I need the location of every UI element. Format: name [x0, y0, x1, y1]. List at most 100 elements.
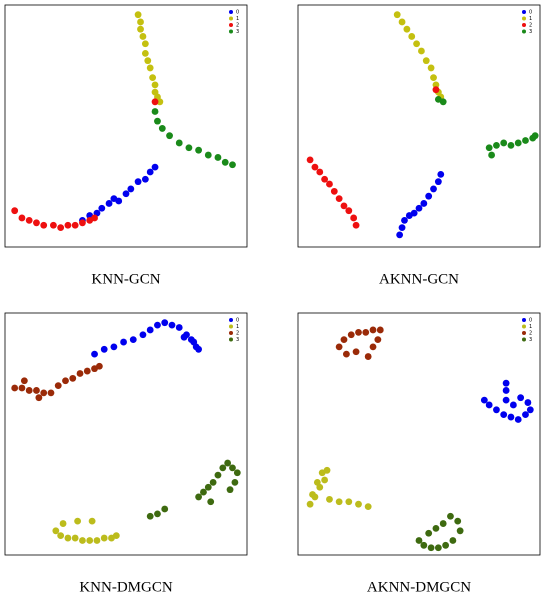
- legend-label: 0: [529, 10, 532, 16]
- point: [335, 343, 343, 351]
- point: [54, 382, 62, 389]
- point: [146, 512, 154, 520]
- plot-frame: [4, 312, 248, 556]
- point: [47, 389, 55, 397]
- point: [95, 362, 103, 370]
- point: [369, 343, 377, 351]
- point: [151, 98, 159, 106]
- point: [485, 401, 493, 409]
- point: [524, 399, 532, 406]
- legend-label: 1: [236, 324, 239, 330]
- point: [100, 534, 108, 542]
- point: [57, 532, 65, 540]
- legend-marker: [522, 23, 526, 27]
- point: [340, 202, 348, 210]
- point: [233, 469, 241, 477]
- point: [195, 146, 203, 154]
- point: [434, 544, 442, 552]
- point: [207, 498, 215, 506]
- point: [229, 161, 236, 169]
- point: [11, 207, 19, 215]
- point: [115, 197, 123, 205]
- point: [221, 158, 229, 166]
- point: [192, 343, 200, 351]
- point: [105, 200, 113, 207]
- point: [352, 221, 360, 229]
- point: [91, 350, 98, 358]
- point: [420, 200, 428, 207]
- point: [50, 221, 57, 229]
- point: [69, 374, 77, 382]
- point: [204, 483, 212, 491]
- point: [316, 483, 324, 491]
- point: [531, 132, 539, 140]
- point: [362, 328, 370, 336]
- point: [439, 520, 447, 527]
- point: [79, 537, 86, 544]
- point: [306, 500, 314, 508]
- point: [62, 377, 69, 385]
- legend-label: 0: [236, 10, 239, 16]
- point: [401, 216, 408, 224]
- point: [166, 132, 173, 140]
- point: [526, 406, 534, 414]
- point: [71, 221, 79, 229]
- point: [425, 192, 433, 200]
- point: [122, 190, 130, 198]
- point: [343, 350, 350, 358]
- point: [146, 168, 154, 176]
- point: [59, 520, 67, 527]
- legend-label: 3: [529, 337, 532, 343]
- legend-marker: [229, 16, 233, 21]
- point: [98, 204, 106, 212]
- legend-marker: [522, 16, 526, 21]
- legend-marker: [229, 331, 233, 335]
- caption: AKNN-DMGCN: [367, 579, 471, 595]
- point: [110, 343, 118, 351]
- point: [187, 336, 195, 344]
- point: [393, 11, 401, 19]
- point: [514, 416, 522, 423]
- legend-marker: [229, 324, 233, 329]
- point: [425, 529, 433, 537]
- point: [340, 336, 348, 344]
- point: [507, 413, 515, 421]
- point: [345, 498, 353, 506]
- point: [323, 466, 331, 474]
- point: [456, 527, 464, 535]
- point: [74, 517, 81, 525]
- point: [355, 500, 362, 508]
- point: [137, 18, 144, 26]
- point: [398, 224, 406, 232]
- point: [161, 319, 169, 327]
- legend-marker: [522, 324, 526, 329]
- point: [364, 353, 372, 360]
- point: [369, 326, 377, 334]
- legend-label: 1: [236, 16, 239, 22]
- legend-label: 2: [529, 23, 532, 29]
- point: [415, 204, 423, 212]
- point: [335, 195, 343, 203]
- plot-frame: [297, 312, 541, 556]
- point: [326, 495, 333, 503]
- point: [64, 221, 72, 229]
- point: [146, 64, 154, 72]
- point: [500, 139, 508, 147]
- point: [11, 384, 19, 392]
- point: [185, 144, 193, 152]
- point: [151, 81, 159, 89]
- point: [420, 541, 428, 549]
- point: [352, 348, 360, 356]
- caption: KNN-DMGCN: [79, 579, 173, 595]
- point: [129, 336, 137, 344]
- point: [430, 185, 437, 193]
- legend-label: 0: [236, 318, 239, 324]
- point: [154, 117, 161, 125]
- legend-marker: [522, 10, 526, 14]
- point: [502, 387, 510, 394]
- point: [437, 171, 445, 178]
- point: [480, 396, 488, 404]
- point: [408, 33, 416, 40]
